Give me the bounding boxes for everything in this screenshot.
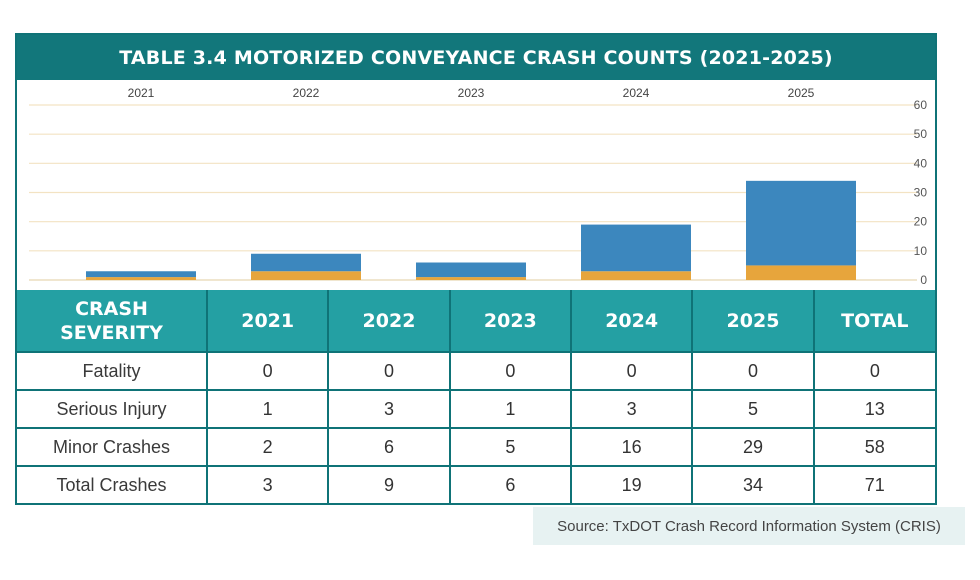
table-cell: 34 <box>691 465 814 504</box>
row-label: Fatality <box>17 351 207 390</box>
table-row: Total Crashes 3 9 6 19 34 71 <box>17 465 935 504</box>
header-crash-severity-line-2: SEVERITY <box>60 321 163 344</box>
bar-2023-series-0 <box>416 277 526 280</box>
row-label: Total Crashes <box>17 465 207 504</box>
y-tick-label: 60 <box>914 98 928 112</box>
table-cell: 9 <box>327 465 450 504</box>
table-header-row: CRASH SEVERITY 2021 2022 2023 2024 2025 … <box>17 290 935 352</box>
y-tick-label: 10 <box>914 244 928 258</box>
bar-2022-series-0 <box>251 271 361 280</box>
table-row: Fatality 0 0 0 0 0 0 <box>17 351 935 390</box>
row-label: Minor Crashes <box>17 427 207 466</box>
table-cell: 6 <box>448 465 571 504</box>
table-frame: TABLE 3.4 MOTORIZED CONVEYANCE CRASH COU… <box>15 33 937 505</box>
header-2023: 2023 <box>448 290 571 352</box>
bar-2023-series-1 <box>416 262 526 278</box>
category-label-2025: 2025 <box>788 86 815 100</box>
bar-2022-series-1 <box>251 253 361 272</box>
bar-2025-series-1 <box>746 180 856 266</box>
header-2022: 2022 <box>327 290 450 352</box>
crash-table: CRASH SEVERITY 2021 2022 2023 2024 2025 … <box>17 290 935 504</box>
category-label-2022: 2022 <box>293 86 320 100</box>
table-cell: 3 <box>205 465 329 504</box>
bar-2021-series-0 <box>86 277 196 280</box>
table-cell: 0 <box>569 351 693 390</box>
table-cell: 19 <box>569 465 693 504</box>
table-cell: 16 <box>569 427 693 466</box>
table-cell: 1 <box>448 389 571 428</box>
table-cell: 29 <box>691 427 814 466</box>
category-label-2021: 2021 <box>128 86 155 100</box>
header-crash-severity-line-1: CRASH <box>75 297 148 320</box>
header-2024: 2024 <box>569 290 693 352</box>
crash-chart: 0 10 20 30 40 50 60 2021 2022 2023 2024 2025 <box>17 80 935 290</box>
header-crash-severity: CRASH SEVERITY <box>17 290 207 352</box>
source-note: Source: TxDOT Crash Record Information S… <box>533 507 965 545</box>
y-tick-label: 20 <box>914 215 928 229</box>
table-title: TABLE 3.4 MOTORIZED CONVEYANCE CRASH COU… <box>17 35 935 80</box>
y-tick-label: 30 <box>914 186 928 200</box>
table-cell: 5 <box>691 389 814 428</box>
header-2025: 2025 <box>691 290 814 352</box>
bar-2024-series-1 <box>581 224 691 272</box>
table-cell: 71 <box>812 465 935 504</box>
table-cell: 0 <box>327 351 450 390</box>
table-cell: 5 <box>448 427 571 466</box>
bar-2025-series-0 <box>746 265 856 280</box>
table-row: Minor Crashes 2 6 5 16 29 58 <box>17 427 935 466</box>
table-cell: 0 <box>448 351 571 390</box>
table-cell: 13 <box>812 389 935 428</box>
table-cell: 1 <box>205 389 329 428</box>
table-cell: 3 <box>569 389 693 428</box>
y-tick-label: 40 <box>914 156 928 170</box>
table-cell: 6 <box>327 427 450 466</box>
table-cell: 0 <box>812 351 935 390</box>
y-tick-label: 0 <box>920 273 927 287</box>
row-label: Serious Injury <box>17 389 207 428</box>
chart-svg: 0 10 20 30 40 50 60 2021 2022 2023 2024 2025 <box>29 86 928 287</box>
y-tick-label: 50 <box>914 127 928 141</box>
table-row: Serious Injury 1 3 1 3 5 13 <box>17 389 935 428</box>
header-2021: 2021 <box>205 290 329 352</box>
table-cell: 3 <box>327 389 450 428</box>
header-total: TOTAL <box>812 290 935 352</box>
bar-2021-series-1 <box>86 271 196 278</box>
table-cell: 0 <box>691 351 814 390</box>
category-label-2024: 2024 <box>623 86 650 100</box>
category-label-2023: 2023 <box>458 86 485 100</box>
table-cell: 0 <box>205 351 329 390</box>
table-cell: 2 <box>205 427 329 466</box>
bar-2024-series-0 <box>581 271 691 280</box>
table-cell: 58 <box>812 427 935 466</box>
